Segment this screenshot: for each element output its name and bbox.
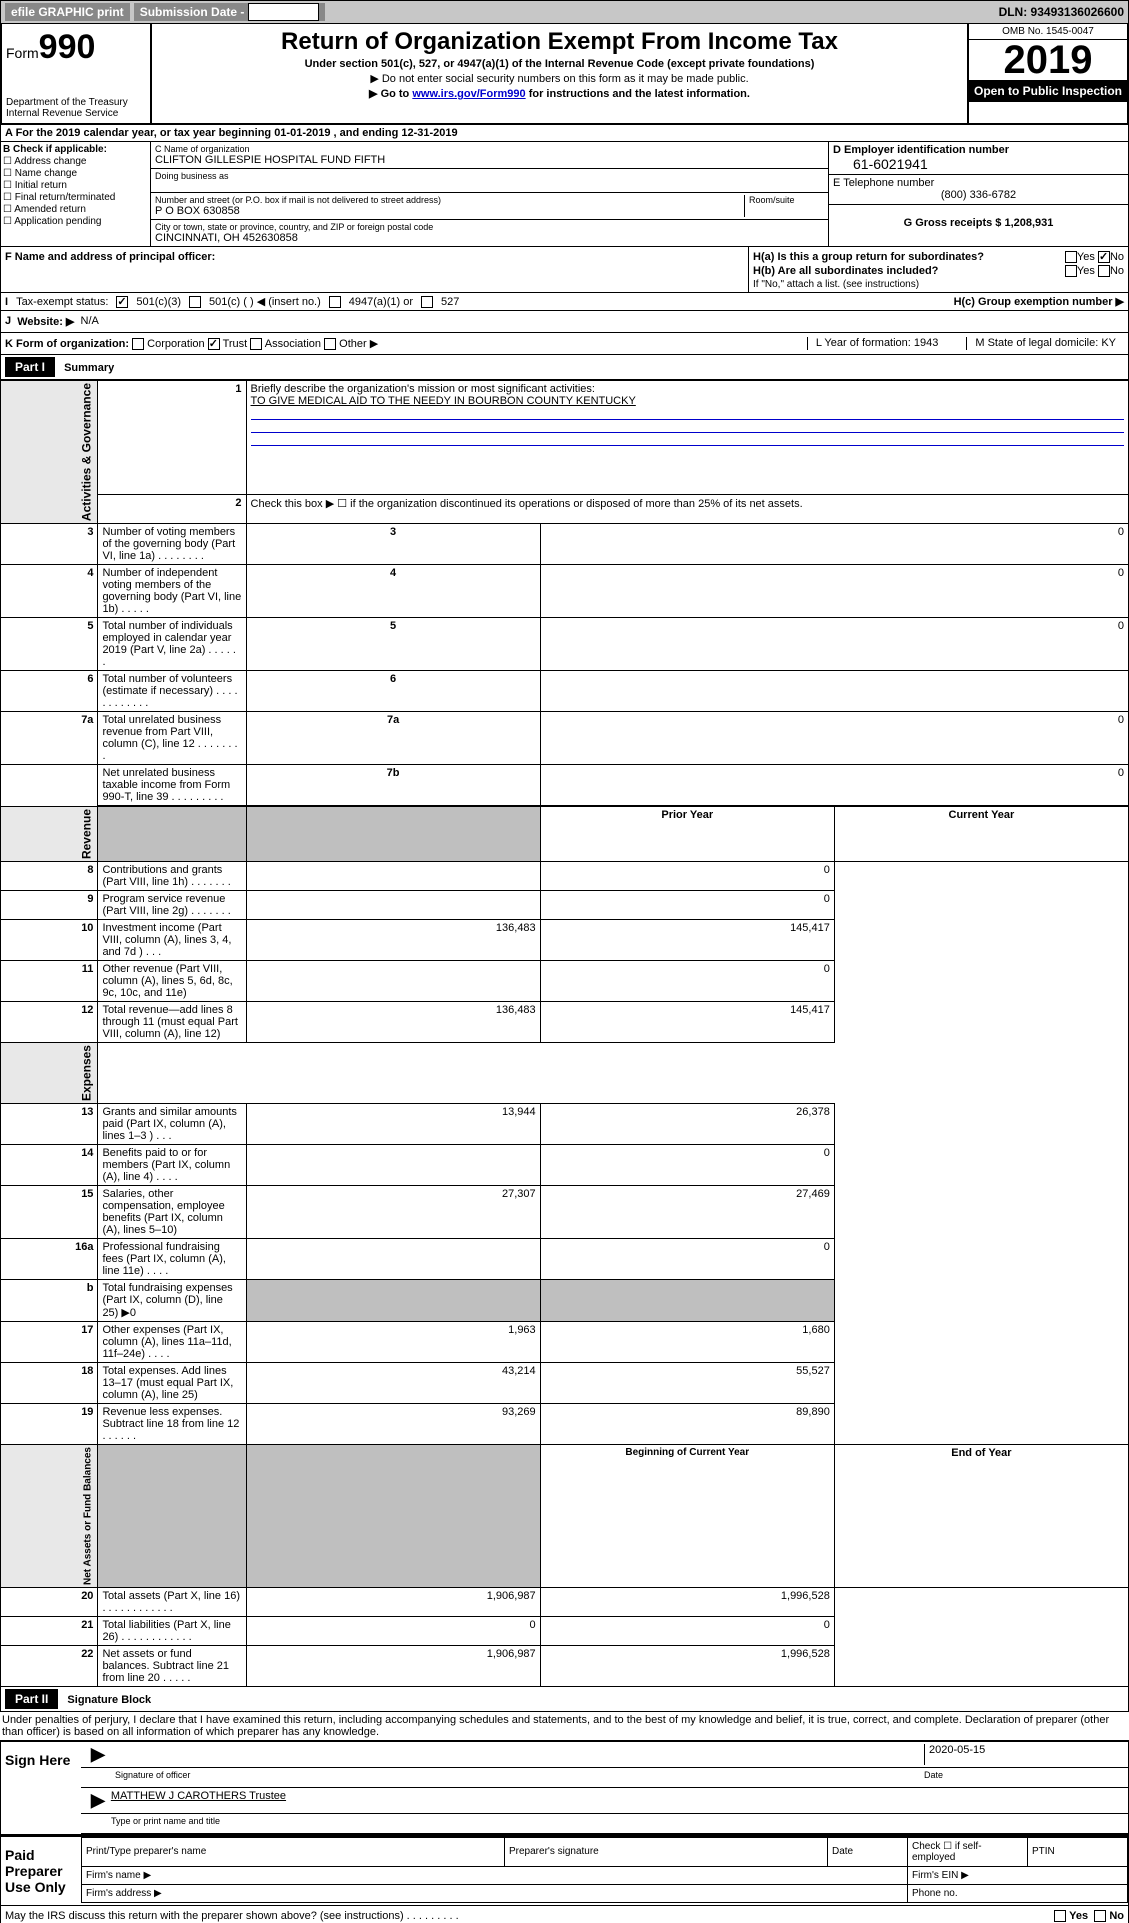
hb-yes[interactable] [1065,265,1077,277]
side-revenue: Revenue [5,809,93,859]
dept-treasury: Department of the Treasury Internal Reve… [6,97,146,119]
discuss-row: May the IRS discuss this return with the… [0,1906,1129,1923]
mission: TO GIVE MEDICAL AID TO THE NEEDY IN BOUR… [251,395,636,407]
chk-corp[interactable] [132,338,144,350]
sign-block: Sign Here ▶ 2020-05-15 Signature of offi… [0,1740,1129,1835]
summary-table: Activities & Governance 1 Briefly descri… [0,380,1129,1687]
discuss-yes[interactable] [1054,1910,1066,1922]
submission-date-btn: Submission Date - 2020-05-15 [134,3,325,21]
chk-trust[interactable] [208,338,220,350]
note-link: ▶ Go to www.irs.gov/Form990 for instruct… [156,87,963,100]
hb-no[interactable] [1098,265,1110,277]
perjury-text: Under penalties of perjury, I declare th… [0,1712,1129,1740]
chk-amended[interactable]: ☐ Amended return [3,204,148,215]
side-expenses: Expenses [5,1045,93,1101]
top-toolbar: efile GRAPHIC print Submission Date - 20… [0,0,1129,24]
phone: (800) 336-6782 [833,189,1124,201]
note-ssn: ▶ Do not enter social security numbers o… [156,72,963,85]
ein: 61-6021941 [833,156,1124,172]
ha-no[interactable] [1098,251,1110,263]
part1-header: Part I Summary [0,355,1129,380]
chk-address[interactable]: ☐ Address change [3,156,148,167]
block-bc: B Check if applicable: ☐ Address change … [0,142,1129,247]
principal-row: F Name and address of principal officer:… [0,247,1129,293]
chk-initial[interactable]: ☐ Initial return [3,180,148,191]
k-row: K Form of organization: Corporation Trus… [0,333,1129,355]
section-b: B Check if applicable: ☐ Address change … [1,142,151,246]
state-domicile: M State of legal domicile: KY [966,337,1124,350]
year-formation: L Year of formation: 1943 [807,337,947,350]
form990-link[interactable]: www.irs.gov/Form990 [412,88,525,100]
form-subtitle: Under section 501(c), 527, or 4947(a)(1)… [156,58,963,70]
section-d: D Employer identification number 61-6021… [828,142,1128,246]
submission-date-value: 2020-05-15 [248,3,319,21]
chk-501c3[interactable] [116,296,128,308]
chk-4947[interactable] [329,296,341,308]
sig-date: 2020-05-15 [924,1744,1124,1765]
side-net: Net Assets or Fund Balances [5,1447,93,1585]
tax-status-row: ITax-exempt status: 501(c)(3) 501(c) ( )… [0,293,1129,311]
header-right: OMB No. 1545-0047 2019 Open to Public In… [967,24,1127,123]
chk-other[interactable] [324,338,336,350]
header-mid: Return of Organization Exempt From Incom… [152,24,967,123]
gross-receipts: 1,208,931 [1004,217,1053,229]
chk-name[interactable]: ☐ Name change [3,168,148,179]
chk-527[interactable] [421,296,433,308]
row-a: A For the 2019 calendar year, or tax yea… [0,125,1129,142]
chk-501c[interactable] [189,296,201,308]
chk-pending[interactable]: ☐ Application pending [3,216,148,227]
section-c: C Name of organization CLIFTON GILLESPIE… [151,142,828,246]
officer-name: MATTHEW J CAROTHERS Trustee [111,1790,286,1811]
dln: DLN: 93493136026600 [999,5,1124,19]
city: CINCINNATI, OH 452630858 [155,232,824,244]
side-governance: Activities & Governance [5,383,93,521]
efile-print-btn[interactable]: efile GRAPHIC print [5,3,130,21]
website: N/A [81,315,99,328]
part2-header: Part II Signature Block [0,1687,1129,1712]
chk-final[interactable]: ☐ Final return/terminated [3,192,148,203]
form-number: Form990 [6,28,146,67]
form-header: Form990 Department of the Treasury Inter… [0,24,1129,125]
tax-year: 2019 [969,40,1127,80]
website-row: J Website: ▶ N/A [0,311,1129,333]
header-left: Form990 Department of the Treasury Inter… [2,24,152,123]
street: P O BOX 630858 [155,205,744,217]
form-title: Return of Organization Exempt From Incom… [156,28,963,56]
ha-yes[interactable] [1065,251,1077,263]
preparer-block: Paid Preparer Use Only Print/Type prepar… [0,1835,1129,1906]
discuss-no[interactable] [1094,1910,1106,1922]
open-inspection: Open to Public Inspection [969,80,1127,102]
chk-assoc[interactable] [250,338,262,350]
org-name: CLIFTON GILLESPIE HOSPITAL FUND FIFTH [155,154,824,166]
